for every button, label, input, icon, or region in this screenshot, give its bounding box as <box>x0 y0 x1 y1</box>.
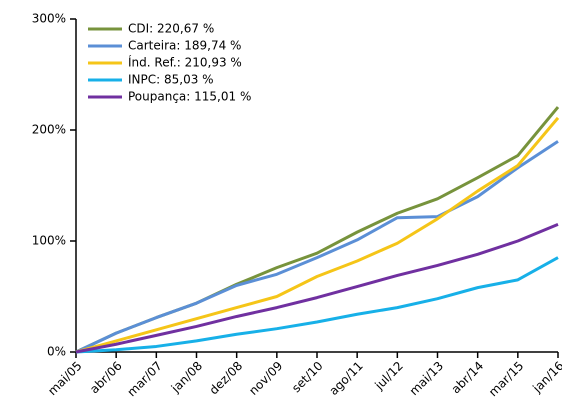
y-tick-label: 0% <box>47 345 66 359</box>
x-tick-label: jul/12 <box>372 359 406 393</box>
y-tick-label: 100% <box>32 234 66 248</box>
y-tick-label: 300% <box>32 12 66 26</box>
x-tick-label: mai/05 <box>45 359 84 398</box>
series-line <box>75 222 559 354</box>
y-tick-label: 200% <box>32 123 66 137</box>
x-tick-label: abr/14 <box>449 359 487 397</box>
x-tick-label: jan/16 <box>529 359 562 396</box>
legend-label: Carteira: 189,74 % <box>128 39 241 53</box>
legend-label: Índ. Ref.: 210,93 % <box>128 55 242 70</box>
x-tick-label: jan/08 <box>168 359 205 396</box>
x-tick-label: ago/11 <box>326 359 365 398</box>
x-tick-label: mai/13 <box>407 359 446 398</box>
legend-label: CDI: 220,67 % <box>128 22 214 36</box>
x-tick-label: nov/09 <box>246 359 285 398</box>
legend: CDI: 220,67 % Carteira: 189,74 % Índ. Ref.… <box>88 22 251 104</box>
x-tick-label: mar/07 <box>124 359 165 400</box>
legend-label: INPC: 85,03 % <box>128 73 214 87</box>
x-tick-label: set/10 <box>289 359 326 396</box>
series-line <box>75 140 559 354</box>
series-line <box>75 106 560 354</box>
x-tick-label: dez/08 <box>207 359 246 398</box>
series-line <box>75 256 559 354</box>
series-line <box>75 116 560 354</box>
x-tick-label: mar/15 <box>486 359 527 400</box>
x-tick-label: abr/06 <box>87 359 125 397</box>
legend-label: Poupança: 115,01 % <box>128 90 251 104</box>
